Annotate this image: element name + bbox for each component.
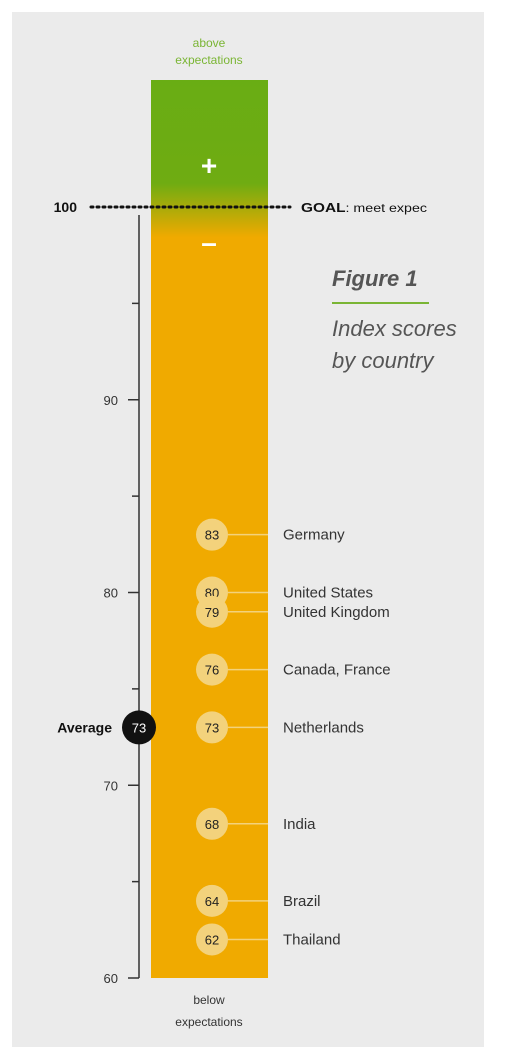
point-country-label: Germany — [283, 527, 345, 544]
average-circle — [122, 710, 156, 745]
point-country-label: United States — [283, 585, 373, 602]
y-axis-ticks — [128, 302, 139, 979]
point-value-label: 76 — [205, 663, 219, 678]
point-value-label: 68 — [205, 817, 219, 832]
point-country-label: India — [283, 816, 316, 833]
point-value-label: 73 — [205, 720, 219, 735]
point-country-label: Netherlands — [283, 719, 364, 736]
goal-text-rest: : meet expec — [346, 201, 427, 215]
point-country-label: United Kingdom — [283, 604, 390, 621]
point-value-label: 62 — [205, 932, 219, 947]
figure-title-line2: by country — [332, 348, 435, 373]
goal-text: GOAL: meet expec — [301, 200, 427, 215]
plus-symbol: + — [201, 150, 217, 181]
point-country-label: Canada, France — [283, 662, 391, 679]
point-marker — [196, 518, 228, 551]
point-marker — [196, 595, 228, 628]
point-marker — [196, 711, 228, 744]
point-marker — [196, 923, 228, 956]
goal-value-label: 100 — [54, 199, 78, 215]
data-point: 62 Thailand — [196, 923, 341, 956]
figure-title-line1: Index scores — [332, 316, 457, 341]
y-axis-tick-labels: 60 70 80 90 — [104, 393, 118, 986]
average-label: Average — [57, 719, 112, 735]
point-value-label: 79 — [205, 605, 219, 620]
figure-label: Figure 1 — [332, 266, 418, 291]
data-point: 83 Germany — [196, 518, 345, 551]
point-country-label: Thailand — [283, 931, 341, 948]
point-marker — [196, 884, 228, 917]
data-point: 76 Canada, France — [196, 653, 391, 686]
below-expectations-label-line2: expectations — [175, 1015, 242, 1029]
point-marker — [196, 807, 228, 840]
data-point: 64 Brazil — [196, 884, 321, 917]
point-value-label: 64 — [205, 894, 219, 909]
average-marker: 73 Average — [57, 710, 156, 745]
above-expectations-label-line2: expectations — [175, 53, 242, 67]
data-point: 68 India — [196, 807, 316, 840]
below-expectations-label-line1: below — [193, 993, 225, 1007]
tick-label: 70 — [104, 778, 118, 793]
minus-symbol: – — [201, 227, 217, 258]
above-expectations-label-line1: above — [193, 36, 226, 50]
tick-label: 60 — [104, 971, 118, 986]
tick-label: 90 — [104, 393, 118, 408]
point-value-label: 83 — [205, 528, 219, 543]
average-value-label: 73 — [132, 720, 146, 735]
goal-text-bold: GOAL — [301, 200, 346, 215]
tick-label: 80 — [104, 586, 118, 601]
data-point: 73 Netherlands — [196, 711, 364, 744]
point-country-label: Brazil — [283, 893, 321, 910]
data-point: 79 United Kingdom — [196, 595, 390, 628]
point-marker — [196, 653, 228, 686]
